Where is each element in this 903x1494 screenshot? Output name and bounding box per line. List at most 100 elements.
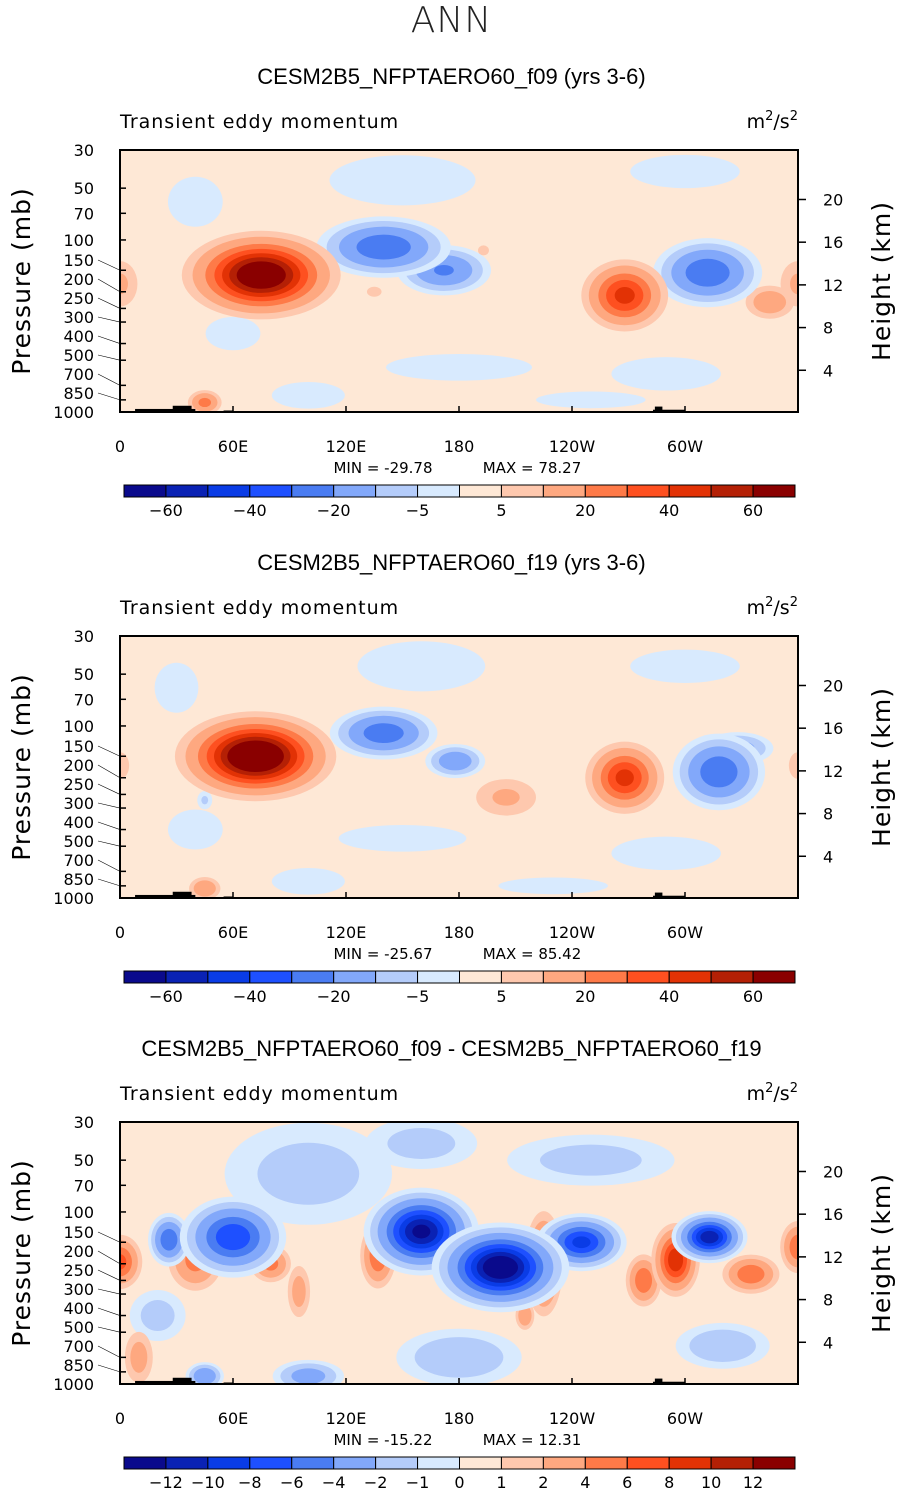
y-tick-leader	[97, 1231, 121, 1243]
contour-fill	[205, 316, 261, 351]
colorbar-box	[626, 484, 670, 498]
topography	[652, 1381, 685, 1384]
colorbar-box	[291, 1456, 335, 1470]
colorbar-label: −4	[322, 1473, 346, 1492]
colorbar-label: −10	[191, 1473, 225, 1492]
y-tick-label: 500	[63, 1318, 94, 1337]
units-part: 2	[765, 595, 773, 610]
x-tick-label: 60E	[218, 437, 248, 456]
colorbar-box	[375, 970, 419, 984]
units-label: m2/s2	[747, 595, 798, 619]
colorbar-label: 10	[701, 1473, 721, 1492]
colorbar-label: 8	[664, 1473, 674, 1492]
colorbar-box	[752, 970, 796, 984]
colorbar-label: −40	[233, 987, 267, 1006]
contour-fill	[292, 1276, 306, 1308]
contour-fill	[130, 1341, 148, 1373]
y-tick-label: 50	[74, 665, 94, 684]
contour-fill	[257, 1142, 360, 1205]
colorbar-box	[249, 970, 293, 984]
colorbar-label: −2	[364, 1473, 388, 1492]
contour-fill	[236, 261, 286, 289]
colorbar-box	[752, 1456, 796, 1470]
colorbar-label: 60	[743, 501, 763, 520]
colorbar-label: 40	[659, 987, 679, 1006]
contour-fill	[227, 740, 284, 773]
contour-fill	[611, 836, 721, 871]
contour-fill	[414, 1337, 504, 1378]
colorbar-box	[333, 484, 377, 498]
colorbar-label: −8	[238, 1473, 262, 1492]
contour-fill	[539, 1144, 642, 1176]
topography	[654, 892, 663, 898]
colorbar-box	[668, 970, 712, 984]
colorbar-box	[668, 484, 712, 498]
contour-fill	[356, 234, 411, 260]
topography	[654, 406, 663, 412]
contour-fill	[685, 258, 730, 287]
y-tick-leader	[97, 1288, 121, 1295]
units-part: m	[747, 1083, 766, 1105]
contour-fill	[201, 796, 209, 805]
contour-fill	[167, 809, 223, 850]
colorbar-box	[710, 484, 754, 498]
colorbar-box	[710, 1456, 754, 1470]
contour-fill	[385, 353, 533, 381]
contour-fill	[160, 1228, 178, 1251]
colorbar-box	[500, 970, 544, 984]
colorbar-label: 6	[622, 1473, 632, 1492]
y-right-axis-title: Height (km)	[867, 201, 896, 361]
colorbar-label: −6	[280, 1473, 304, 1492]
max-label: MAX = 78.27	[483, 459, 582, 477]
topography	[654, 1378, 663, 1384]
contour-fill	[788, 752, 798, 779]
colorbar-label: −12	[149, 1473, 183, 1492]
topography	[135, 1380, 196, 1384]
contour-fill	[630, 154, 740, 189]
colorbar-box	[542, 970, 586, 984]
x-tick-label: 120E	[326, 437, 367, 456]
colorbar-label: −40	[233, 501, 267, 520]
contour-fill	[689, 1329, 756, 1363]
panel-3-title: CESM2B5_NFPTAERO60_f09 - CESM2B5_NFPTAER…	[141, 1036, 762, 1061]
x-tick-label: 180	[444, 437, 475, 456]
colorbar-label: 40	[659, 501, 679, 520]
y-tick-leader	[97, 1307, 121, 1316]
y-tick-leader	[97, 316, 121, 323]
colorbar-box	[542, 1456, 586, 1470]
contour-fill	[668, 1248, 684, 1272]
y-tick-label: 70	[74, 690, 94, 709]
colorbar-box	[123, 1456, 167, 1470]
contour-fill	[482, 1255, 519, 1279]
y-tick-label: 70	[74, 1176, 94, 1195]
min-label: MIN = -29.78	[333, 459, 432, 477]
y-tick-label: 300	[63, 1280, 94, 1299]
colorbar-label: 20	[575, 501, 595, 520]
colorbar-box	[626, 1456, 670, 1470]
contour-fill	[412, 1224, 431, 1239]
y-tick-leader	[97, 297, 121, 309]
y-tick-leader	[97, 1364, 121, 1373]
y-tick-leader	[97, 278, 121, 293]
colorbar-box	[207, 1456, 251, 1470]
y-tick-leader	[97, 783, 121, 795]
y-right-tick-label: 16	[823, 719, 843, 738]
units-part: 2	[790, 595, 798, 610]
contour-fill	[434, 264, 454, 276]
colorbar-label: 12	[743, 1473, 763, 1492]
y-right-tick-label: 20	[823, 1162, 843, 1181]
panel-1-title: CESM2B5_NFPTAERO60_f09 (yrs 3-6)	[257, 64, 646, 89]
colorbar-label: −60	[149, 501, 183, 520]
contour-fill	[789, 1234, 798, 1260]
units-part: /s	[773, 111, 789, 133]
y-tick-leader	[97, 1345, 121, 1358]
topography	[172, 405, 192, 412]
colorbar-box	[249, 1456, 293, 1470]
contour-fill	[154, 662, 199, 713]
x-tick-label: 60E	[218, 1409, 248, 1428]
colorbar: −60 −40 −20 −5 5 20 40 60	[123, 484, 796, 520]
y-tick-label: 200	[63, 270, 94, 289]
colorbar-label: −20	[317, 501, 351, 520]
y-tick-leader	[97, 878, 121, 887]
x-tick-label: 120E	[326, 923, 367, 942]
